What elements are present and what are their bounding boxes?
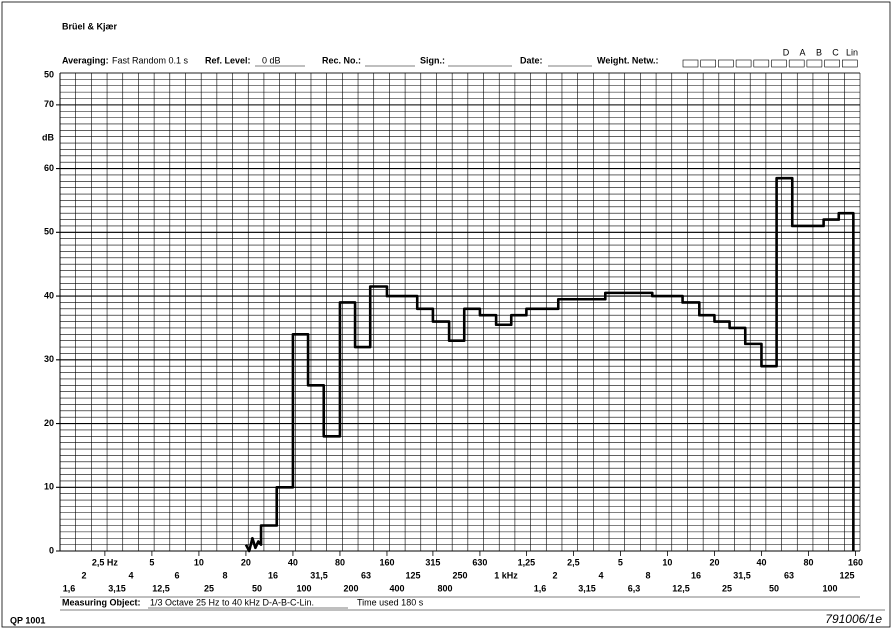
measuring-object: 1/3 Octave 25 Hz to 40 kHz D-A-B-C-Lin. xyxy=(150,597,314,607)
sign-label: Sign.: xyxy=(420,55,445,65)
time-used: Time used 180 s xyxy=(357,597,424,607)
y-tick-label: 0 xyxy=(49,545,54,555)
x-tick-label: 10 xyxy=(662,557,672,567)
weight-box xyxy=(700,59,717,68)
x-tick-label: 40 xyxy=(756,557,766,567)
weight-box xyxy=(718,59,734,68)
scale-label: 200 xyxy=(343,583,358,593)
scale-label: 50 xyxy=(769,583,779,593)
weight-box xyxy=(806,59,823,68)
y-tick-label: 10 xyxy=(44,482,54,492)
y-tick-label: 50 xyxy=(44,227,54,237)
x-tick-label: 160 xyxy=(848,557,863,567)
weight-label: Weight. Netw.: xyxy=(597,55,659,65)
weight-option: D xyxy=(783,47,790,57)
x-tick-label: 5 xyxy=(149,557,154,567)
scale-label: 250 xyxy=(452,570,467,580)
scale-label: 1 kHz xyxy=(494,570,518,580)
averaging: Fast Random 0.1 s xyxy=(112,55,189,65)
weight-box xyxy=(753,59,770,68)
averaging-label: Averaging: xyxy=(62,55,109,65)
scale-label: 3,15 xyxy=(108,583,126,593)
x-tick-label: 80 xyxy=(335,557,345,567)
weight-box xyxy=(735,59,752,68)
scale-label: 25 xyxy=(722,583,732,593)
weight-box xyxy=(841,59,858,68)
paper-grid xyxy=(59,72,861,551)
scale-label: 125 xyxy=(839,570,854,580)
scale-label: 6 xyxy=(174,570,179,580)
ref-level-label: Ref. Level: xyxy=(205,55,251,65)
scale-label: 2 xyxy=(81,570,86,580)
scale-label: 63 xyxy=(784,570,794,580)
x-tick-label: 20 xyxy=(709,557,719,567)
x-tick-label: 5 xyxy=(618,557,623,567)
y-tick-label: 30 xyxy=(44,354,54,364)
ref-level: 0 dB xyxy=(262,55,281,65)
x-tick-label: 2,5 Hz xyxy=(92,557,119,567)
scale-label: 8 xyxy=(645,570,650,580)
x-tick-label: 1,25 xyxy=(518,557,536,567)
form-code: QP 1001 xyxy=(10,615,45,625)
scale-label: 31,5 xyxy=(733,570,751,580)
scale-label: 25 xyxy=(204,583,214,593)
scale-label: 400 xyxy=(389,583,404,593)
scale-label: 8 xyxy=(222,570,227,580)
scale-label: 31,5 xyxy=(310,570,328,580)
scale-label: 12,5 xyxy=(152,583,170,593)
weight-option: C xyxy=(832,47,839,57)
scale-label: 800 xyxy=(437,583,452,593)
weight-box xyxy=(771,59,787,68)
x-tick-label: 20 xyxy=(241,557,251,567)
measuring-label: Measuring Object: xyxy=(62,597,141,607)
scale-label: 16 xyxy=(691,570,701,580)
scale-label: 1,6 xyxy=(63,583,76,593)
y-tick-label: 40 xyxy=(44,290,54,300)
scale-label: 16 xyxy=(268,570,278,580)
weight-option: A xyxy=(799,47,805,57)
x-tick-label: 10 xyxy=(194,557,204,567)
scale-label: 12,5 xyxy=(672,583,690,593)
weight-boxes xyxy=(682,59,858,68)
x-tick-label: 40 xyxy=(288,557,298,567)
y-axis-label: dB xyxy=(42,132,54,142)
range-label: 50 xyxy=(44,69,54,79)
x-tick-label: 630 xyxy=(472,557,487,567)
weight-box xyxy=(682,59,699,68)
y-tick-label: 70 xyxy=(44,99,54,109)
y-tick-label: 20 xyxy=(44,418,54,428)
scale-label: 100 xyxy=(822,583,837,593)
x-tick-label: 80 xyxy=(803,557,813,567)
weight-option: Lin xyxy=(846,47,858,57)
scale-label: 1,6 xyxy=(534,583,547,593)
chart-code: 791006/1e xyxy=(825,612,882,626)
scale-label: 3,15 xyxy=(578,583,596,593)
scale-label: 4 xyxy=(598,570,603,580)
scale-label: 6,3 xyxy=(628,583,641,593)
scale-label: 4 xyxy=(128,570,133,580)
x-tick-label: 160 xyxy=(379,557,394,567)
weight-box xyxy=(788,59,805,68)
brand: Brüel & Kjær xyxy=(62,21,118,31)
x-tick-label: 315 xyxy=(425,557,440,567)
scale-label: 100 xyxy=(296,583,311,593)
date-label: Date: xyxy=(520,55,543,65)
scale-label: 50 xyxy=(252,583,262,593)
scale-label: 63 xyxy=(361,570,371,580)
y-tick-label: 60 xyxy=(44,163,54,173)
x-tick-label: 2,5 xyxy=(567,557,580,567)
scale-label: 125 xyxy=(405,570,420,580)
level-trace xyxy=(244,176,855,553)
weight-option: B xyxy=(816,47,822,57)
weight-box xyxy=(824,59,840,68)
scale-label: 2 xyxy=(552,570,557,580)
rec-no-label: Rec. No.: xyxy=(322,55,361,65)
